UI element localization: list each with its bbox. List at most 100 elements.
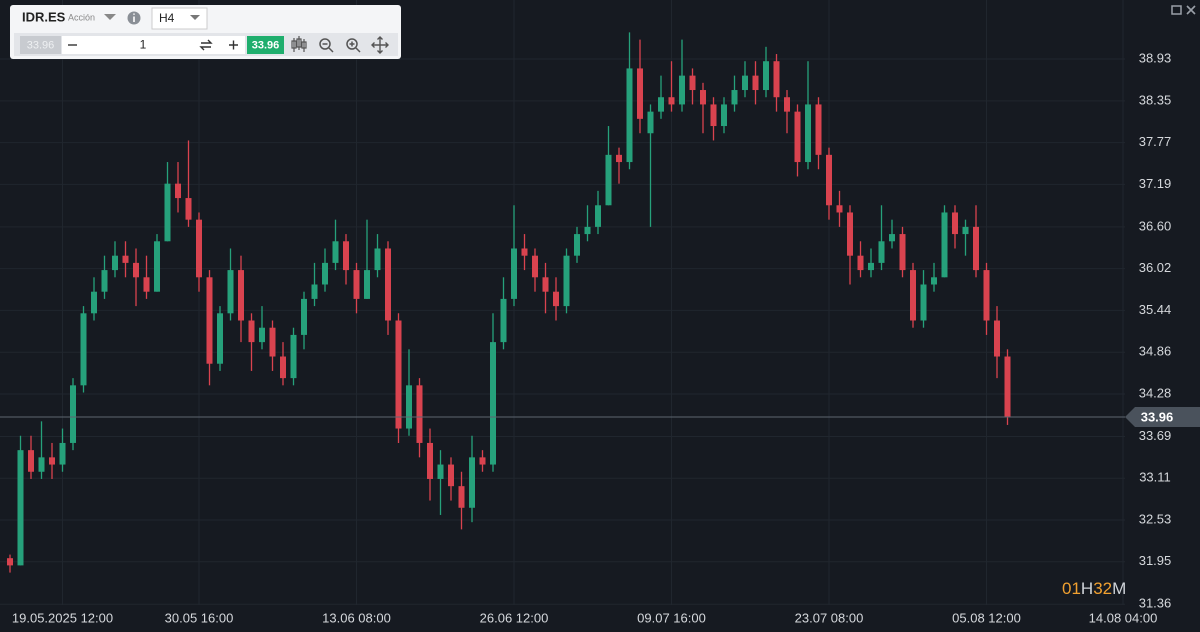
candle-body <box>227 270 234 314</box>
candle-body <box>521 248 528 256</box>
last-price-tag <box>1125 407 1200 428</box>
candle-body <box>584 226 591 235</box>
candle-body <box>563 255 570 307</box>
y-tick-label: 34.28 <box>1139 385 1172 400</box>
y-tick-label: 33.11 <box>1139 470 1171 485</box>
candle-body <box>836 205 843 213</box>
candle-body <box>448 464 454 487</box>
toolbar: IDR.ES Acción H4 33.96 1 33.96 <box>10 5 401 59</box>
candle-body <box>763 61 769 91</box>
y-tick-label: 33.69 <box>1139 428 1172 443</box>
candle-body <box>500 298 507 343</box>
candle-body <box>731 90 738 105</box>
candle-body <box>490 342 496 465</box>
candle-body <box>343 241 349 271</box>
quantity: 1 <box>140 38 147 52</box>
candle-body <box>385 248 391 321</box>
candle-body <box>794 111 801 163</box>
y-tick-label: 37.19 <box>1139 176 1172 191</box>
candle-body <box>322 262 328 285</box>
y-tick-label: 31.36 <box>1139 596 1172 611</box>
y-tick-label: 35.44 <box>1139 302 1172 317</box>
countdown-hours: 01 <box>1062 579 1081 598</box>
plus-button[interactable] <box>229 40 238 50</box>
candle-body <box>59 442 66 465</box>
candle-body <box>164 183 171 242</box>
zoom-in-icon[interactable] <box>346 38 361 53</box>
candle-body <box>70 385 76 443</box>
bid-button[interactable] <box>20 36 61 54</box>
close-icon[interactable] <box>1186 5 1196 15</box>
candle-body <box>374 248 381 271</box>
x-tick-label: 23.07 08:00 <box>795 610 864 625</box>
candle-body <box>952 212 958 235</box>
candle-body <box>773 61 780 98</box>
candle-body <box>815 104 822 155</box>
symbol-dropdown[interactable] <box>104 14 116 20</box>
candle-body <box>248 320 255 343</box>
candle-body <box>511 248 517 299</box>
symbol[interactable]: IDR.ES <box>22 9 66 24</box>
candle-body <box>458 486 465 508</box>
candle-body <box>101 270 108 292</box>
candle-body <box>542 277 549 292</box>
swap-icon[interactable] <box>199 39 213 51</box>
bid-price: 33.96 <box>27 39 55 51</box>
candle-body <box>616 154 622 163</box>
y-tick-label: 32.53 <box>1139 511 1172 526</box>
asset-type: Acción <box>68 12 95 22</box>
candle-body <box>941 212 948 278</box>
candle-body <box>353 270 360 299</box>
candle-body <box>595 205 601 227</box>
last-price-label: 33.96 <box>1141 409 1174 424</box>
candle-body <box>469 457 475 508</box>
candle-body <box>679 75 685 105</box>
x-tick-label: 14.08 04:00 <box>1089 610 1158 625</box>
candle-body <box>301 298 307 335</box>
candle-body <box>574 234 580 256</box>
candle-body <box>857 255 864 271</box>
y-tick-label: 34.86 <box>1139 344 1172 359</box>
candle-body <box>143 277 150 292</box>
chart-type-icon[interactable] <box>291 36 307 52</box>
x-tick-label: 26.06 12:00 <box>480 610 549 625</box>
y-tick-label: 38.93 <box>1139 50 1172 65</box>
candle-body <box>80 313 87 386</box>
pan-icon[interactable] <box>371 36 389 54</box>
y-tick-label: 36.02 <box>1139 260 1172 275</box>
candle-body <box>920 284 927 321</box>
timeframe-select[interactable] <box>151 7 208 30</box>
candle-body <box>416 385 423 443</box>
candle-body <box>1004 356 1011 418</box>
ask-button[interactable] <box>247 36 284 54</box>
candle-body <box>91 291 97 314</box>
x-tick-label: 19.05.2025 12:00 <box>12 610 113 625</box>
candle-body <box>395 320 402 429</box>
candle-body <box>710 104 717 127</box>
candle-body <box>17 450 24 566</box>
candle-body <box>196 219 202 278</box>
candle-body <box>259 327 265 343</box>
x-tick-label: 13.06 08:00 <box>322 610 391 625</box>
countdown-minutes: 32 <box>1093 579 1112 598</box>
candle-body <box>889 234 895 242</box>
x-tick-label: 05.08 12:00 <box>952 610 1021 625</box>
candle-body <box>647 111 654 134</box>
timeframe: H4 <box>159 11 175 25</box>
zoom-out-icon[interactable] <box>319 38 334 53</box>
minimize-icon[interactable] <box>1171 5 1182 15</box>
countdown-h: H <box>1081 579 1093 598</box>
candle-body <box>700 90 706 105</box>
timeframe-arrow <box>190 15 200 20</box>
x-tick-label: 09.07 16:00 <box>637 610 706 625</box>
candle-body <box>332 241 339 263</box>
quantity-field[interactable] <box>62 36 245 54</box>
candle-body <box>605 154 612 206</box>
candle-body <box>553 291 559 307</box>
candle-body <box>49 457 55 465</box>
y-tick-label: 31.95 <box>1139 553 1172 568</box>
